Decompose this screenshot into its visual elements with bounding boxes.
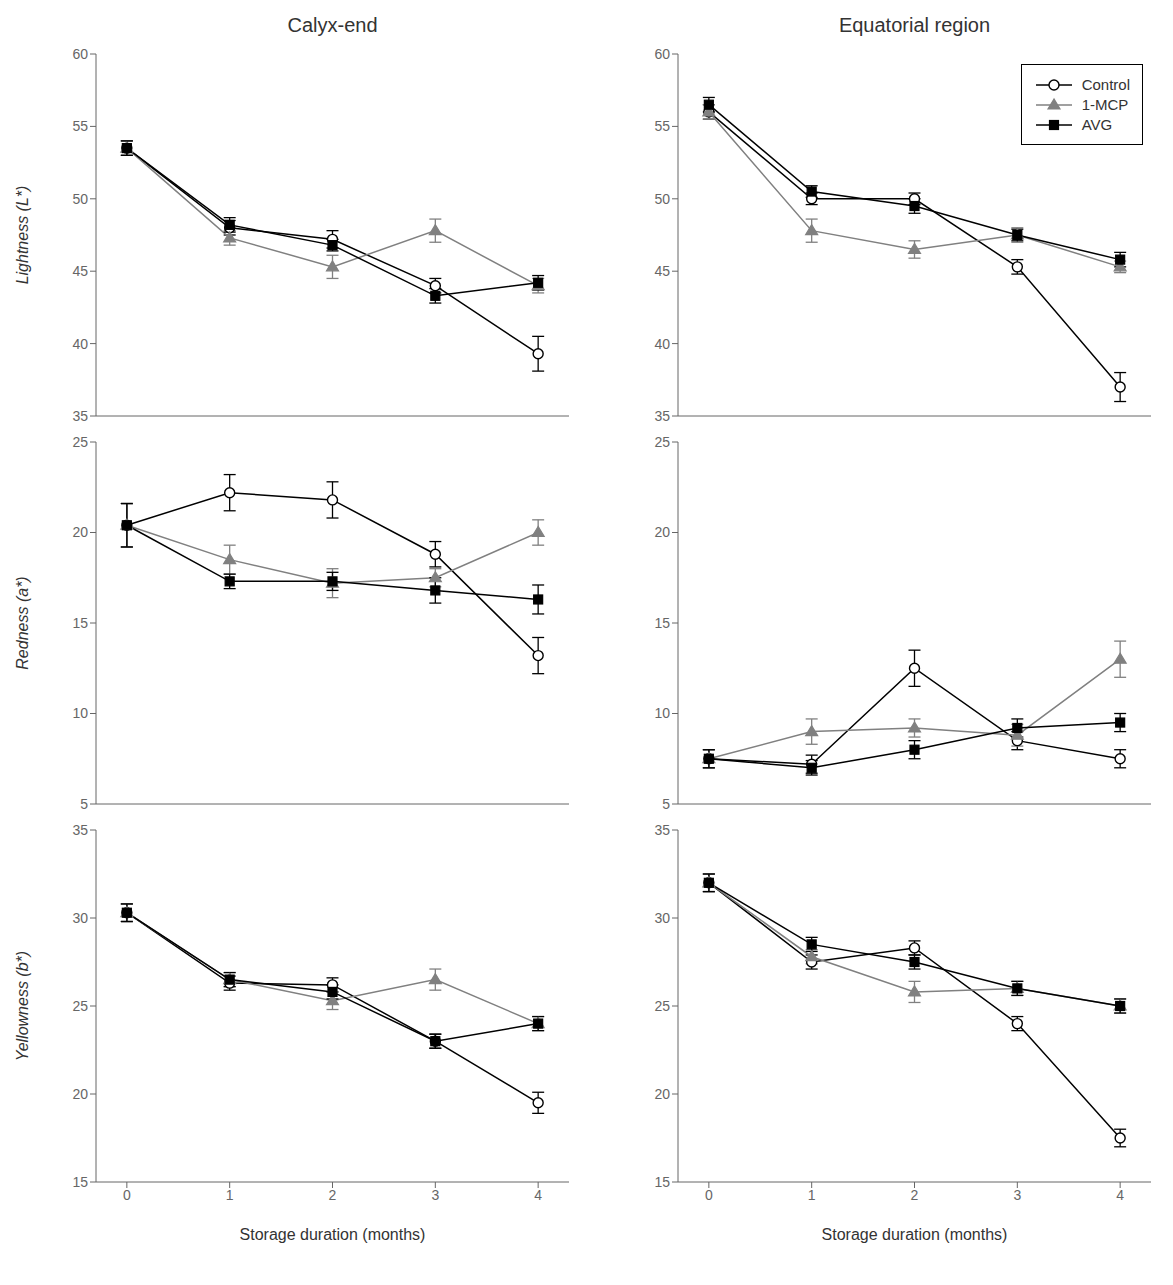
svg-text:60: 60 [72,46,88,62]
svg-text:20: 20 [654,1086,670,1102]
html-text:Calyx-end: Calyx-end [287,14,378,36]
svg-text:1: 1 [808,1187,816,1203]
svg-text:20: 20 [72,524,88,540]
svg-text:0: 0 [123,1187,131,1203]
svg-text:15: 15 [654,1174,670,1190]
svg-text:35: 35 [72,408,88,424]
svg-text:30: 30 [654,910,670,926]
svg-text:25: 25 [72,434,88,450]
svg-text:55: 55 [72,118,88,134]
svg-text:40: 40 [72,336,88,352]
svg-text:25: 25 [654,998,670,1014]
svg-text:20: 20 [654,524,670,540]
svg-text:15: 15 [654,615,670,631]
svg-text:Lightness (L*): Lightness (L*) [14,186,31,285]
svg-text:50: 50 [72,191,88,207]
svg-text:Yellowness (b*): Yellowness (b*) [14,951,31,1061]
svg-text:Storage duration (months): Storage duration (months) [240,1226,426,1243]
svg-text:0: 0 [705,1187,713,1203]
svg-text:30: 30 [72,910,88,926]
svg-text:15: 15 [72,615,88,631]
svg-text:3: 3 [431,1187,439,1203]
html-text:AVG: AVG [1081,116,1113,133]
svg-text:2: 2 [911,1187,919,1203]
svg-text:10: 10 [654,705,670,721]
svg-text:45: 45 [72,263,88,279]
svg-text:55: 55 [654,118,670,134]
svg-text:35: 35 [72,822,88,838]
svg-text:35: 35 [654,822,670,838]
svg-text:45: 45 [654,263,670,279]
svg-text:35: 35 [654,408,670,424]
svg-text:25: 25 [72,998,88,1014]
svg-text:2: 2 [329,1187,337,1203]
svg-text:Redness (a*): Redness (a*) [14,576,31,669]
svg-text:40: 40 [654,336,670,352]
svg-text:3: 3 [1013,1187,1021,1203]
html-text:1-MCP: 1-MCP [1081,96,1129,113]
svg-text:25: 25 [654,434,670,450]
svg-text:10: 10 [72,705,88,721]
svg-text:60: 60 [654,46,670,62]
html-text:Equatorial region: Equatorial region [838,14,991,36]
svg-text:5: 5 [662,796,670,812]
svg-text:50: 50 [654,191,670,207]
svg-text:20: 20 [72,1086,88,1102]
svg-text:4: 4 [1116,1187,1124,1203]
svg-text:4: 4 [534,1187,542,1203]
svg-text:15: 15 [72,1174,88,1190]
svg-text:1: 1 [226,1187,234,1203]
svg-text:5: 5 [80,796,88,812]
svg-text:Storage duration (months): Storage duration (months) [822,1226,1008,1243]
html-text:Control: Control [1081,76,1130,93]
